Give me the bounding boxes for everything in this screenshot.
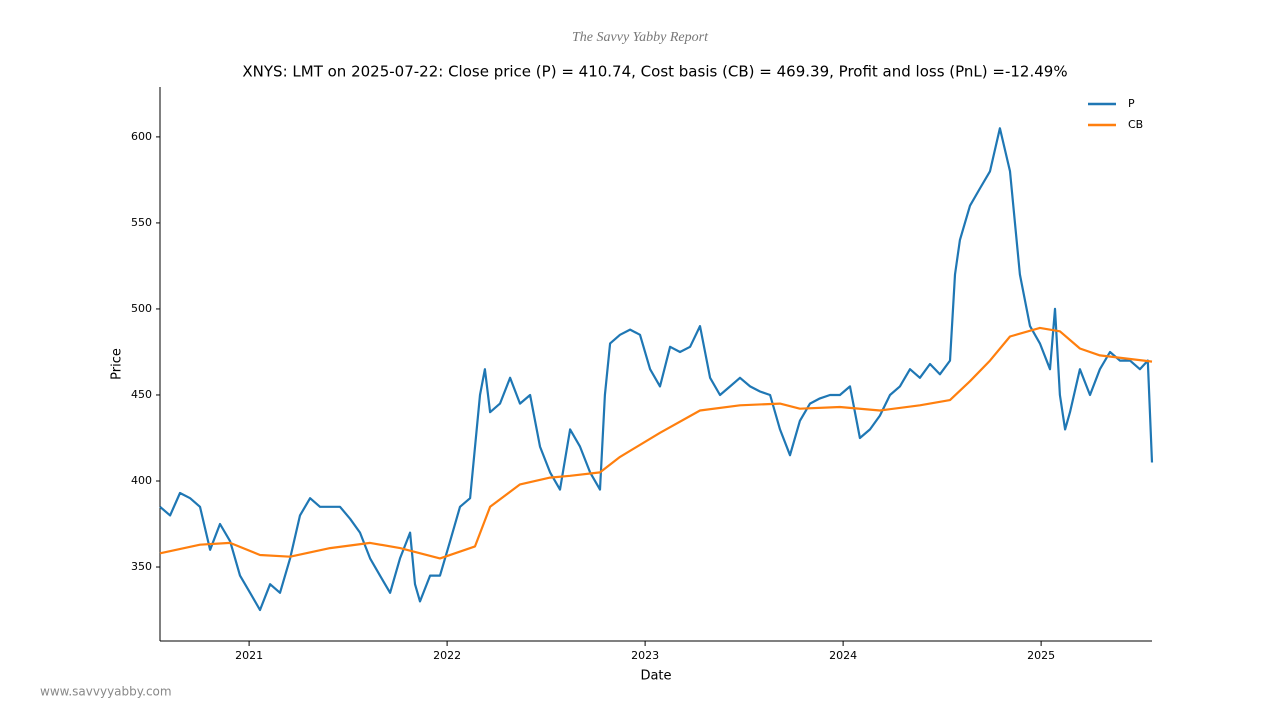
x-tick-label: 2021 — [235, 649, 263, 662]
x-axis-label: Date — [640, 669, 671, 684]
y-tick-label: 500 — [131, 302, 152, 315]
chart-title: XNYS: LMT on 2025-07-22: Close price (P)… — [242, 63, 1067, 81]
y-axis-label: Price — [110, 348, 125, 380]
y-tick-label: 400 — [131, 474, 152, 487]
legend-label: P — [1128, 97, 1135, 110]
x-tick-label: 2024 — [829, 649, 857, 662]
x-tick-label: 2022 — [433, 649, 461, 662]
y-tick-label: 550 — [131, 216, 152, 229]
y-tick-label: 600 — [131, 130, 152, 143]
header: The Savvy Yabby Report — [572, 30, 709, 45]
footer: www.savvyyabby.com — [40, 685, 172, 699]
y-tick-label: 450 — [131, 388, 152, 401]
line-p — [159, 127, 1154, 612]
line-cb — [159, 326, 1153, 560]
x-tick-label: 2025 — [1027, 649, 1055, 662]
legend-label: CB — [1128, 118, 1143, 131]
x-tick-label: 2023 — [631, 649, 659, 662]
y-tick-label: 350 — [131, 560, 152, 573]
